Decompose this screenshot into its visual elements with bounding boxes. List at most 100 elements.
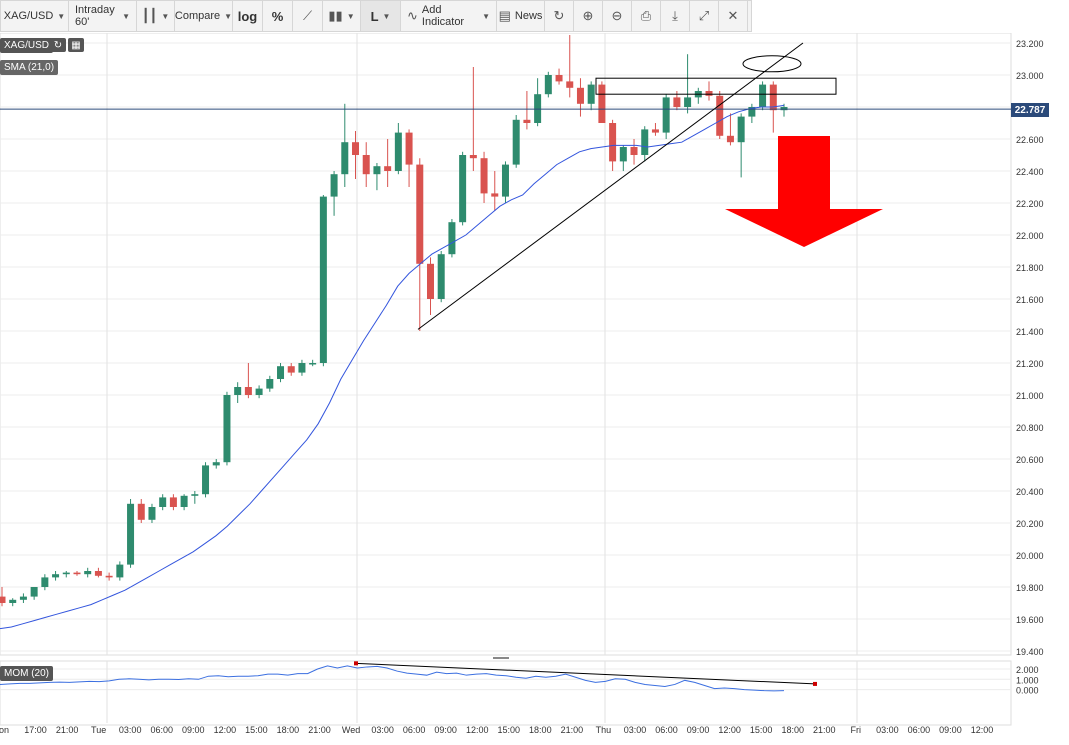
candle-body bbox=[137, 503, 145, 520]
price-tick-label: 23.000 bbox=[1016, 71, 1044, 81]
news-button[interactable]: ▤ News bbox=[497, 1, 545, 31]
chart-toolbar: XAG/USD ▼ Intraday 60' ▼ ┃┃ ▼ Compare ▼ log … bbox=[0, 0, 752, 32]
reload-icon[interactable]: ↻ bbox=[50, 38, 66, 52]
candle-body bbox=[0, 596, 6, 603]
candle-body bbox=[277, 366, 285, 379]
price-tick-label: 20.600 bbox=[1016, 455, 1044, 465]
log-scale-button[interactable]: log bbox=[233, 1, 263, 31]
divergence-point bbox=[354, 661, 358, 666]
symbol-selector[interactable]: XAG/USD ▼ bbox=[1, 1, 69, 31]
mom-label: MOM (20) bbox=[0, 666, 53, 681]
candle-body bbox=[212, 462, 220, 466]
candle-body bbox=[341, 142, 349, 175]
add-indicator-label: Add Indicator bbox=[421, 4, 465, 28]
area-chart-button[interactable]: ⟋ bbox=[293, 1, 323, 31]
time-tick-label: 21:00 bbox=[561, 725, 584, 735]
candle-body bbox=[566, 81, 574, 88]
chevron-down-icon: ▼ bbox=[224, 11, 233, 21]
candle-body bbox=[30, 587, 38, 597]
price-chart[interactable]: 23.20023.00022.80022.60022.40022.20022.0… bbox=[0, 33, 1069, 745]
compare-button[interactable]: Compare ▼ bbox=[175, 1, 233, 31]
candle-body bbox=[576, 87, 584, 104]
price-tick-label: 20.400 bbox=[1016, 487, 1044, 497]
candle-body bbox=[491, 193, 499, 197]
bars-icon: ▮▮ bbox=[328, 8, 343, 23]
interval-selector[interactable]: Intraday 60' ▼ bbox=[69, 1, 137, 31]
price-tick-label: 19.800 bbox=[1016, 583, 1044, 593]
price-tick-label: 21.800 bbox=[1016, 263, 1044, 273]
candle-body bbox=[94, 571, 102, 576]
time-tick-label: 03:00 bbox=[371, 725, 394, 735]
candle-body bbox=[619, 147, 627, 162]
candle-body bbox=[480, 158, 488, 194]
candle-body bbox=[416, 164, 424, 264]
candle-body bbox=[127, 503, 135, 565]
time-tick-label: 21:00 bbox=[56, 725, 79, 735]
log-label: log bbox=[237, 8, 258, 24]
candle-body bbox=[287, 366, 295, 373]
candle-body bbox=[673, 97, 681, 107]
time-tick-label: Thu bbox=[596, 725, 612, 735]
volume-button[interactable]: ▮▮ ▼ bbox=[323, 1, 361, 31]
printer-icon: ⎙ bbox=[640, 8, 652, 23]
candle-body bbox=[352, 142, 360, 155]
candle-body bbox=[244, 387, 252, 395]
candle-body bbox=[598, 84, 606, 123]
refresh-button[interactable]: ↻ bbox=[545, 1, 574, 31]
print-button[interactable]: ⎙ bbox=[632, 1, 661, 31]
chart-type-button[interactable]: ┃┃ ▼ bbox=[137, 1, 175, 31]
percent-label: % bbox=[271, 8, 284, 24]
newspaper-icon: ▤ bbox=[498, 8, 511, 23]
sma-line bbox=[0, 104, 785, 630]
time-tick-label: 09:00 bbox=[182, 725, 205, 735]
candle-body bbox=[448, 222, 456, 255]
time-tick-label: 09:00 bbox=[939, 725, 962, 735]
time-tick-label: 09:00 bbox=[434, 725, 457, 735]
price-tick-label: 22.400 bbox=[1016, 167, 1044, 177]
download-image-button[interactable]: ⤓ bbox=[661, 1, 690, 31]
news-label: News bbox=[514, 10, 543, 22]
candle-body bbox=[405, 132, 413, 165]
candle-body bbox=[587, 84, 595, 104]
line-label: L bbox=[370, 8, 379, 24]
chevron-down-icon: ▼ bbox=[482, 11, 490, 21]
time-tick-label: 06:00 bbox=[403, 725, 426, 735]
candle-body bbox=[684, 97, 692, 107]
zoom-in-button[interactable]: ⊕ bbox=[574, 1, 603, 31]
time-tick-label: 06:00 bbox=[655, 725, 678, 735]
add-indicator-button[interactable]: ∿ Add Indicator ▼ bbox=[401, 1, 497, 31]
price-tick-label: 21.200 bbox=[1016, 359, 1044, 369]
area-chart-icon: ⟋ bbox=[302, 8, 313, 23]
candle-body bbox=[662, 97, 670, 133]
price-tick-label: 22.200 bbox=[1016, 199, 1044, 209]
candle-body bbox=[384, 166, 392, 171]
candle-body bbox=[84, 571, 92, 575]
candle-body bbox=[748, 107, 756, 117]
fullscreen-button[interactable]: ⤢ bbox=[690, 1, 719, 31]
time-tick-label: 15:00 bbox=[498, 725, 521, 735]
price-tick-label: 19.600 bbox=[1016, 615, 1044, 625]
candle-body bbox=[169, 497, 177, 507]
candle-body bbox=[9, 599, 17, 603]
current-price-tag: 22.787 bbox=[1011, 103, 1049, 117]
remove-drawings-button[interactable]: ✕ bbox=[719, 1, 748, 31]
calendar-icon[interactable]: ▦ bbox=[68, 38, 84, 52]
candle-body bbox=[501, 164, 509, 197]
time-tick-label: 21:00 bbox=[813, 725, 836, 735]
candle-body bbox=[705, 91, 713, 96]
price-tick-label: 22.000 bbox=[1016, 231, 1044, 241]
sma-label: SMA (21,0) bbox=[0, 60, 59, 75]
expand-icon: ⤢ bbox=[698, 8, 710, 23]
percent-scale-button[interactable]: % bbox=[263, 1, 293, 31]
divergence-line bbox=[355, 662, 816, 685]
candle-body bbox=[512, 119, 520, 165]
price-tick-label: 20.000 bbox=[1016, 551, 1044, 561]
price-tick-label: 20.800 bbox=[1016, 423, 1044, 433]
candlestick-icon: ┃┃ bbox=[141, 8, 158, 23]
zoom-out-button[interactable]: ⊖ bbox=[603, 1, 632, 31]
time-tick-label: 21:00 bbox=[308, 725, 331, 735]
price-tick-label: 22.600 bbox=[1016, 135, 1044, 145]
time-tick-label: on bbox=[0, 725, 9, 735]
draw-line-button[interactable]: L ▼ bbox=[361, 1, 401, 31]
candle-body bbox=[426, 263, 434, 299]
